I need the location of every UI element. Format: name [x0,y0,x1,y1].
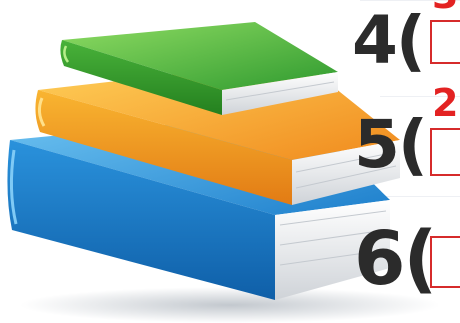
item-number-4: 4( [352,2,426,79]
red-mark-3: 3 [432,0,458,14]
grid-line [380,196,460,197]
grid-line [360,0,460,1]
green-book [60,22,338,115]
item-number-5: 5( [354,106,428,183]
floor-shadow [20,287,440,323]
grid-line [380,96,460,97]
item-number-6: 6( [354,216,437,302]
answer-box-6[interactable] [430,236,460,288]
red-mark-2: 2 [432,81,459,125]
answer-box-4[interactable] [430,20,460,64]
answer-box-5[interactable] [430,128,460,176]
